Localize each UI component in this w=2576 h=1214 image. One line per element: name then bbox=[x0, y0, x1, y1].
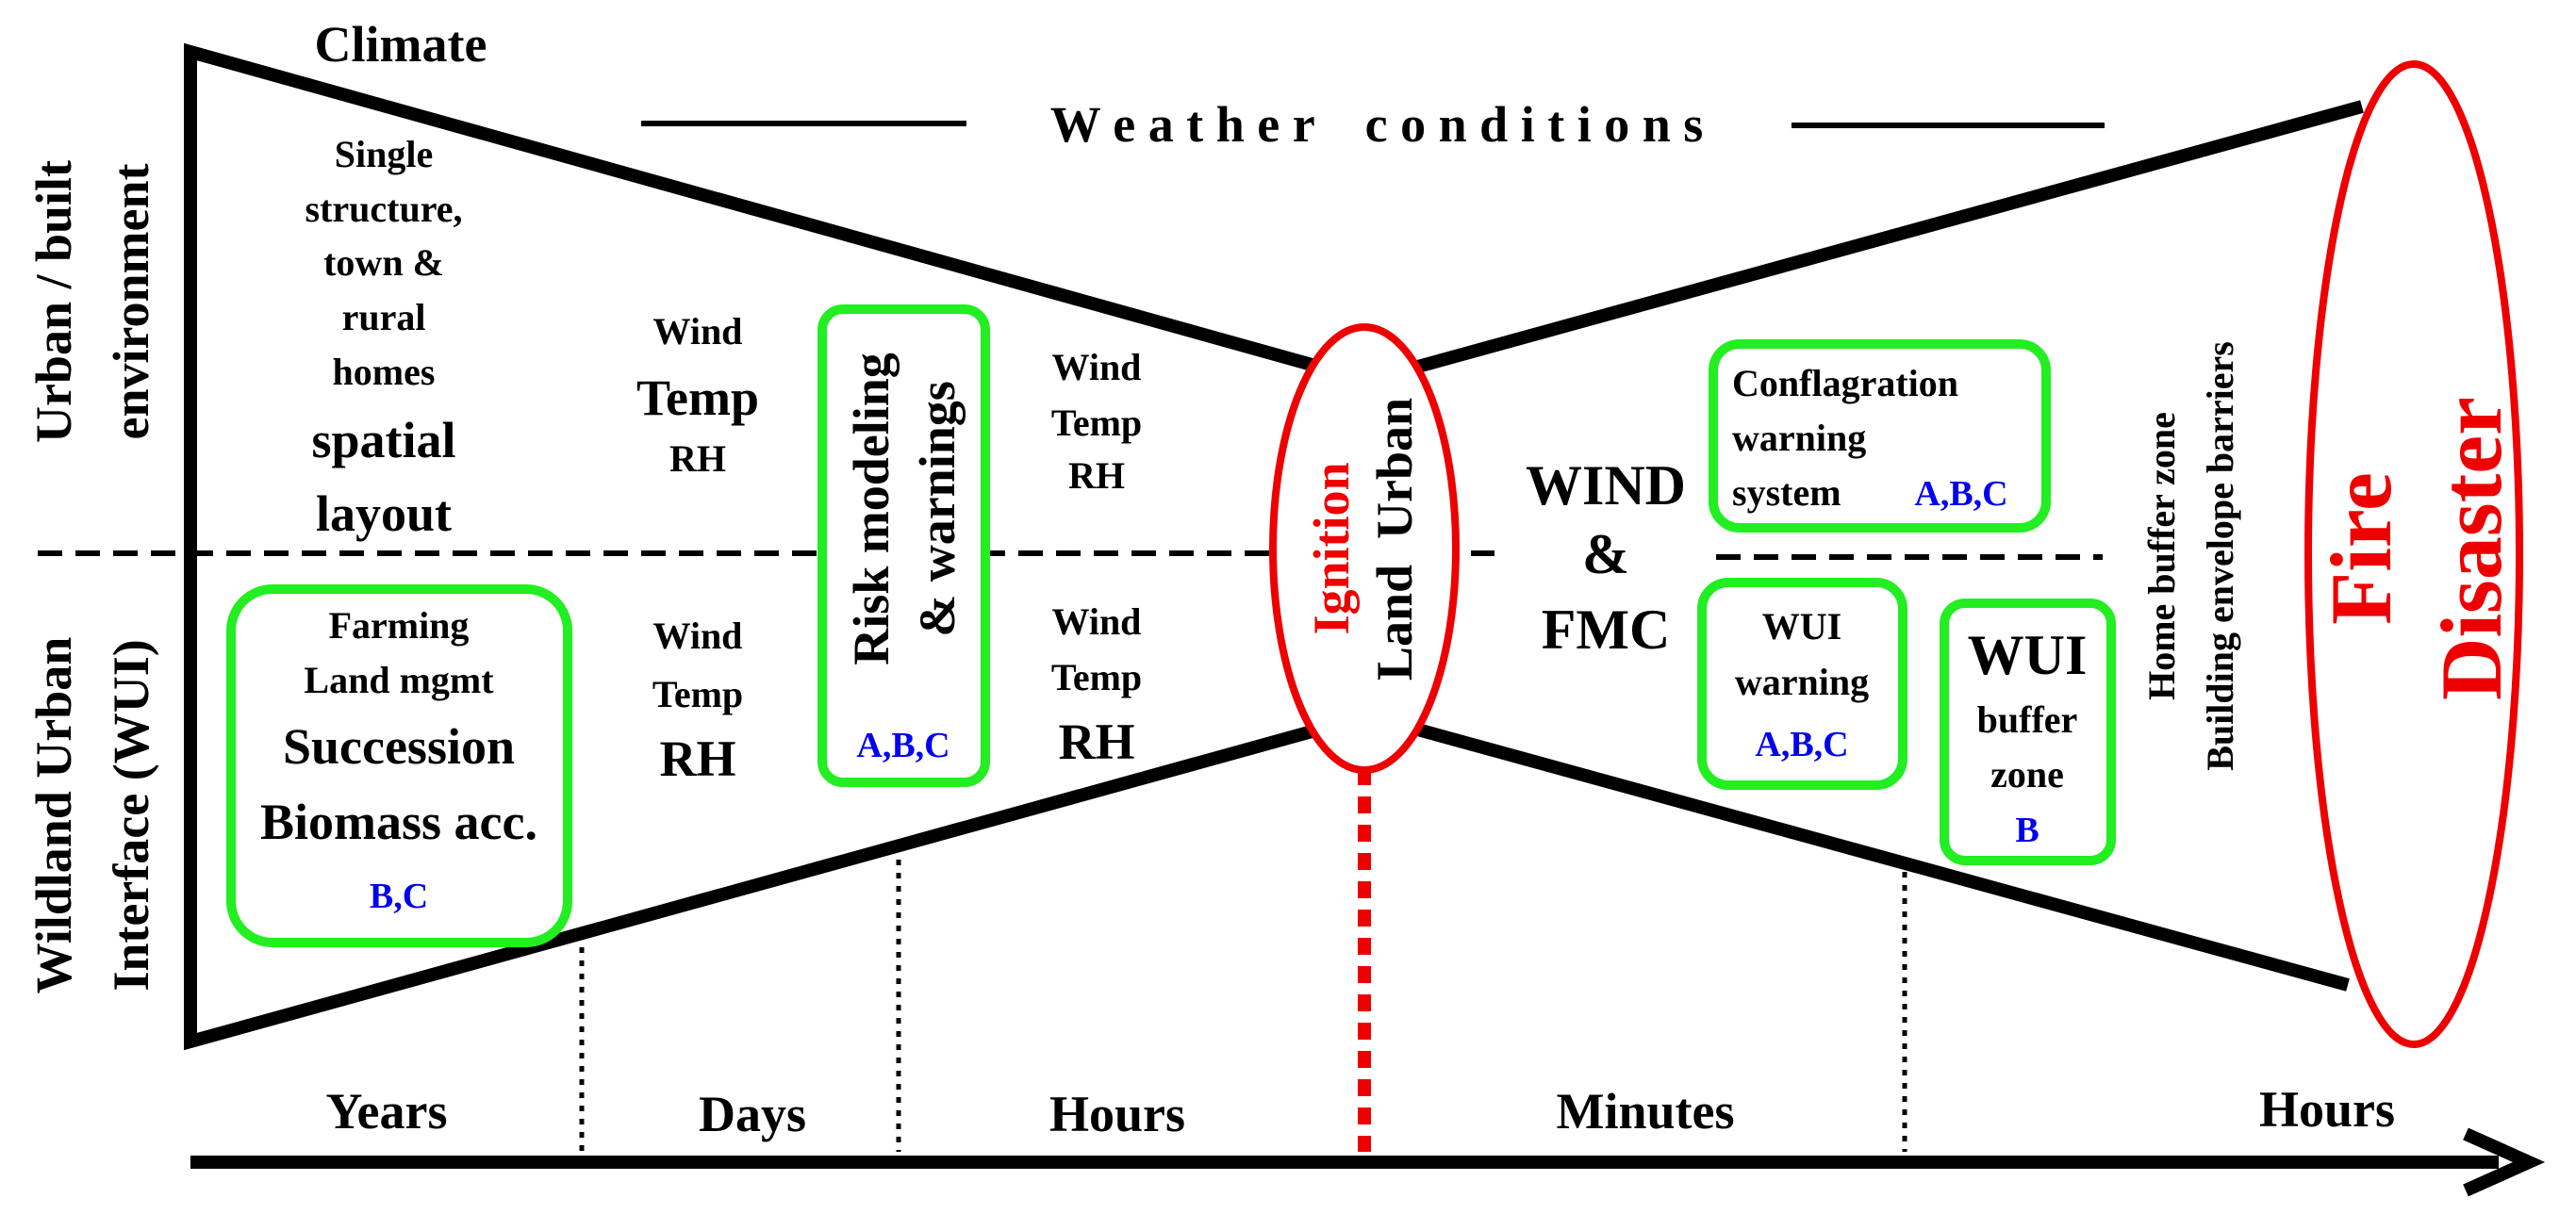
wui-buffer-line2: buffer bbox=[1977, 698, 2078, 741]
land-urban-label: Land Urban bbox=[1366, 398, 1423, 681]
urban-environment-label-line2: environment bbox=[103, 163, 159, 439]
hours-upper-rh: RH bbox=[1068, 454, 1125, 497]
wui-warning-tag: A,B,C bbox=[1755, 725, 1848, 764]
years-upper-text-1: Single bbox=[335, 133, 433, 175]
wui-land-box-tag: B,C bbox=[370, 877, 428, 916]
wui-land-management-box bbox=[226, 584, 572, 947]
conflagration-line1: Conflagration bbox=[1732, 362, 1958, 404]
wui-label-line1: Wildland Urban bbox=[25, 637, 82, 994]
time-axis-arrowhead bbox=[2463, 1127, 2546, 1197]
risk-modeling-box bbox=[817, 304, 990, 787]
home-buffer-zone-label: Home buffer zone bbox=[2140, 412, 2183, 700]
fire-label: Fire bbox=[2313, 472, 2409, 625]
hours-lower-wind: Wind bbox=[1052, 600, 1142, 643]
days-lower-temp: Temp bbox=[652, 673, 743, 715]
conflagration-tag: A,B,C bbox=[1914, 474, 2007, 514]
wui-warning-line2: warning bbox=[1735, 661, 1869, 703]
days-upper-wind: Wind bbox=[653, 310, 743, 353]
days-lower-wind: Wind bbox=[653, 615, 743, 657]
wui-label-line2: Interface (WUI) bbox=[103, 639, 159, 991]
wui-buffer-box bbox=[1940, 599, 2116, 865]
wui-buffer-tag: B bbox=[2015, 811, 2039, 850]
right-funnel-lower-edge bbox=[1412, 722, 2350, 992]
left-funnel-outline bbox=[184, 42, 1317, 1051]
hours-lower-temp: Temp bbox=[1051, 656, 1142, 698]
years-upper-text-2: structure, bbox=[305, 188, 463, 230]
years-upper-text-4: rural bbox=[342, 296, 426, 338]
hours-lower-rh: RH bbox=[1059, 714, 1135, 770]
risk-modeling-line2: & warnings bbox=[909, 381, 966, 637]
wind-fmc-line3: FMC bbox=[1542, 599, 1671, 661]
wui-buffer-line3: zone bbox=[1990, 753, 2064, 796]
wind-fmc-line2: & bbox=[1582, 523, 1629, 585]
timeline-years: Years bbox=[326, 1083, 448, 1140]
wui-warning-line1: WUI bbox=[1762, 605, 1841, 648]
days-lower-rh: RH bbox=[660, 730, 736, 787]
conflagration-line2: warning bbox=[1732, 417, 1866, 459]
hours-upper-wind: Wind bbox=[1052, 346, 1142, 388]
days-upper-temp: Temp bbox=[636, 369, 759, 426]
timeline-hours-after: Hours bbox=[2259, 1081, 2395, 1138]
years-upper-text-3: town & bbox=[323, 241, 444, 284]
succession-label: Succession bbox=[283, 718, 515, 775]
right-funnel-upper-edge bbox=[1412, 100, 2364, 374]
timeline-hours: Hours bbox=[1049, 1086, 1185, 1142]
biomass-label: Biomass acc. bbox=[260, 794, 537, 850]
farming-label: Farming bbox=[329, 604, 470, 647]
wui-buffer-line1: WUI bbox=[1968, 624, 2088, 686]
climate-title: Climate bbox=[315, 16, 487, 73]
weather-conditions-label: W e a t h e r c o n d i t i o n s bbox=[1050, 96, 1704, 153]
timeline-days: Days bbox=[699, 1086, 806, 1142]
years-upper-text-7: layout bbox=[316, 485, 452, 542]
timeline-minutes: Minutes bbox=[1557, 1083, 1735, 1140]
fire-disaster-ellipse bbox=[2304, 60, 2523, 1048]
wind-fmc-line1: WIND bbox=[1526, 454, 1686, 517]
land-mgmt-label: Land mgmt bbox=[304, 659, 494, 701]
risk-modeling-line1: Risk modeling bbox=[843, 353, 900, 665]
ignition-ellipse bbox=[1269, 323, 1460, 774]
disaster-label: Disaster bbox=[2423, 397, 2519, 700]
risk-modeling-tag: A,B,C bbox=[856, 726, 949, 765]
years-upper-text-6: spatial bbox=[311, 412, 455, 468]
wui-warning-box bbox=[1697, 578, 1907, 790]
years-upper-text-5: homes bbox=[333, 351, 436, 393]
building-envelope-label: Building envelope barriers bbox=[2199, 341, 2241, 771]
ignition-label: Ignition bbox=[1303, 462, 1360, 634]
conflagration-line3: system bbox=[1732, 471, 1841, 514]
days-upper-rh: RH bbox=[669, 437, 726, 480]
hours-upper-temp: Temp bbox=[1051, 402, 1142, 444]
urban-environment-label-line1: Urban / built bbox=[25, 160, 82, 443]
conflagration-box bbox=[1709, 339, 2051, 533]
